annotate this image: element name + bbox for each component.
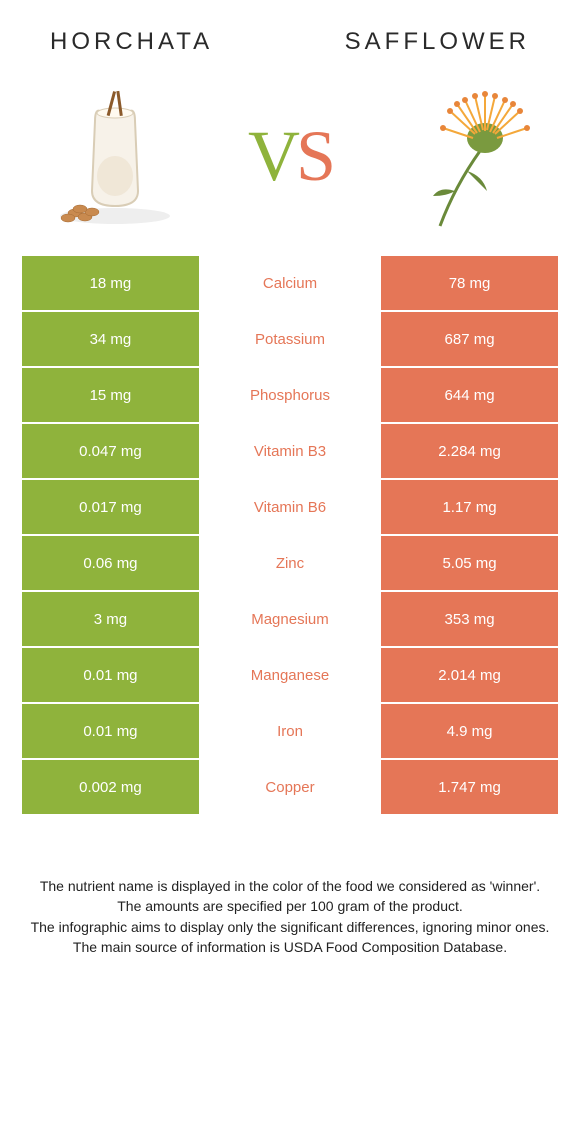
header: Horchata Safflower	[0, 0, 580, 66]
nutrient-table: 18 mgCalcium78 mg34 mgPotassium687 mg15 …	[22, 256, 558, 816]
left-value: 18 mg	[22, 256, 199, 310]
nutrient-row: 3 mgMagnesium353 mg	[22, 592, 558, 648]
left-value: 0.06 mg	[22, 536, 199, 590]
left-value: 3 mg	[22, 592, 199, 646]
images-row: VS	[0, 66, 580, 256]
left-value: 0.01 mg	[22, 648, 199, 702]
right-value: 4.9 mg	[381, 704, 558, 758]
nutrient-row: 0.01 mgManganese2.014 mg	[22, 648, 558, 704]
nutrient-row: 18 mgCalcium78 mg	[22, 256, 558, 312]
left-value: 0.002 mg	[22, 760, 199, 814]
nutrient-row: 0.002 mgCopper1.747 mg	[22, 760, 558, 816]
nutrient-row: 0.01 mgIron4.9 mg	[22, 704, 558, 760]
nutrient-name: Zinc	[199, 536, 381, 590]
right-value: 2.284 mg	[381, 424, 558, 478]
horchata-image	[30, 76, 200, 236]
vs-v: V	[248, 116, 296, 196]
nutrient-name: Vitamin B6	[199, 480, 381, 534]
left-value: 0.017 mg	[22, 480, 199, 534]
safflower-image	[380, 76, 550, 236]
nutrient-name: Phosphorus	[199, 368, 381, 422]
nutrient-row: 0.047 mgVitamin B32.284 mg	[22, 424, 558, 480]
left-value: 15 mg	[22, 368, 199, 422]
footer-line: The infographic aims to display only the…	[30, 917, 550, 937]
nutrient-name: Manganese	[199, 648, 381, 702]
nutrient-name: Magnesium	[199, 592, 381, 646]
footer-line: The amounts are specified per 100 gram o…	[30, 896, 550, 916]
left-value: 0.01 mg	[22, 704, 199, 758]
left-value: 34 mg	[22, 312, 199, 366]
nutrient-name: Copper	[199, 760, 381, 814]
right-value: 5.05 mg	[381, 536, 558, 590]
right-value: 2.014 mg	[381, 648, 558, 702]
nutrient-name: Potassium	[199, 312, 381, 366]
left-food-title: Horchata	[50, 28, 213, 56]
footer-notes: The nutrient name is displayed in the co…	[0, 816, 580, 977]
right-food-title: Safflower	[345, 28, 530, 56]
nutrient-name: Vitamin B3	[199, 424, 381, 478]
right-value: 78 mg	[381, 256, 558, 310]
right-value: 644 mg	[381, 368, 558, 422]
vs-s: S	[296, 116, 332, 196]
left-value: 0.047 mg	[22, 424, 199, 478]
right-value: 1.17 mg	[381, 480, 558, 534]
footer-line: The main source of information is USDA F…	[30, 937, 550, 957]
nutrient-row: 0.017 mgVitamin B61.17 mg	[22, 480, 558, 536]
nutrient-row: 15 mgPhosphorus644 mg	[22, 368, 558, 424]
vs-label: VS	[248, 115, 332, 198]
right-value: 353 mg	[381, 592, 558, 646]
right-value: 687 mg	[381, 312, 558, 366]
footer-line: The nutrient name is displayed in the co…	[30, 876, 550, 896]
nutrient-row: 34 mgPotassium687 mg	[22, 312, 558, 368]
nutrient-row: 0.06 mgZinc5.05 mg	[22, 536, 558, 592]
nutrient-name: Iron	[199, 704, 381, 758]
right-value: 1.747 mg	[381, 760, 558, 814]
nutrient-name: Calcium	[199, 256, 381, 310]
